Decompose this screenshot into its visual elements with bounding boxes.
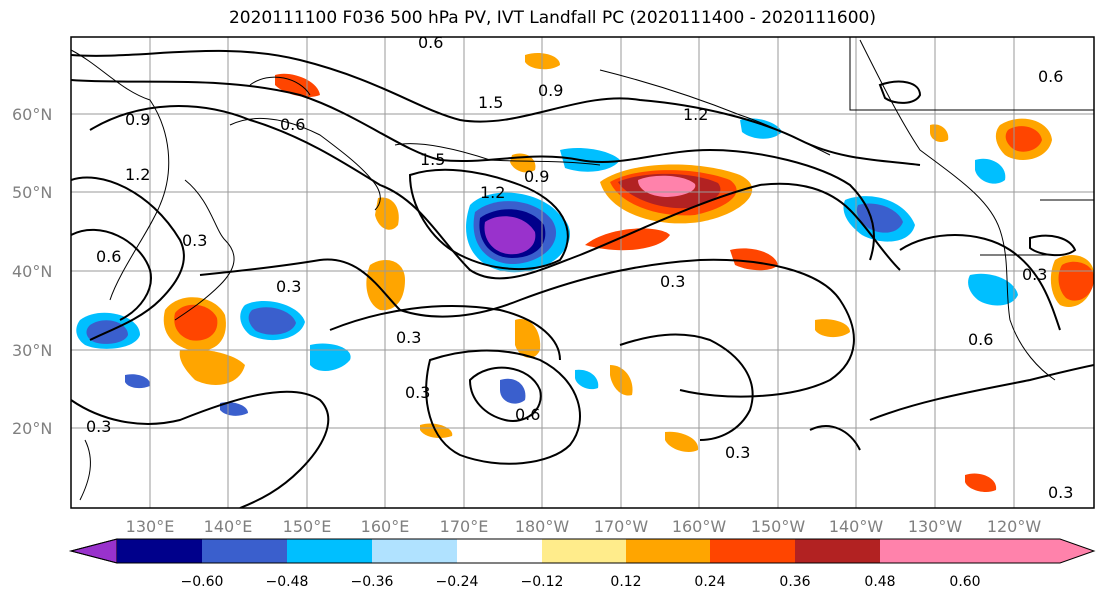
contour-label: 0.3 [1048, 483, 1073, 502]
colorbar-tick-label: 0.24 [694, 574, 725, 590]
contour-label: 0.3 [1022, 265, 1047, 284]
lat-tick-label: 60°N [12, 105, 52, 124]
lon-tick-label: 160°E [361, 517, 410, 536]
contour-label: 0.6 [515, 405, 540, 424]
pc-shading [76, 53, 1094, 493]
contour-label: 1.2 [683, 105, 708, 124]
colorbar-bin [542, 539, 626, 563]
colorbar-bin [795, 539, 880, 563]
colorbar-outline [69, 538, 1096, 564]
colorbar-tick-label: 0.48 [864, 574, 895, 590]
colorbar-tick-label: −0.48 [266, 574, 309, 590]
contour-label: 0.9 [524, 167, 549, 186]
contour-label: 0.6 [1038, 67, 1063, 86]
colorbar-tick-label: −0.12 [521, 574, 564, 590]
colorbar-tick-label: −0.24 [436, 574, 479, 590]
colorbar-tick-label: 0.60 [949, 574, 980, 590]
lon-tick-label: 150°W [751, 517, 806, 536]
contour-label: 1.5 [478, 93, 503, 112]
colorbar-tick-label: 0.12 [610, 574, 641, 590]
contour-label: 0.3 [725, 443, 750, 462]
contour-labels: 0.6 0.9 1.5 1.2 0.6 0.9 1.2 1.5 0.9 1.2 … [86, 33, 1073, 502]
pv-contours [71, 49, 1094, 508]
colorbar-extend-min [69, 538, 118, 564]
colorbar-tick-label: 0.36 [779, 574, 810, 590]
colorbar: −0.60 −0.48 −0.36 −0.24 −0.12 0.12 0.24 … [69, 538, 1096, 590]
lon-tick-label: 170°W [594, 517, 649, 536]
lon-tick-label: 130°W [908, 517, 963, 536]
colorbar-bin [710, 539, 795, 563]
lat-tick-label: 50°N [12, 183, 52, 202]
lon-tick-label: 160°W [672, 517, 727, 536]
lat-tick-label: 30°N [12, 341, 52, 360]
colorbar-bin [880, 539, 965, 563]
graticule [71, 37, 1094, 508]
colorbar-bin [372, 539, 457, 563]
map-panel [71, 37, 1094, 508]
contour-label: 1.5 [420, 150, 445, 169]
map-border [70, 36, 1095, 509]
contour-label: 0.6 [96, 247, 121, 266]
contour-label: 1.2 [480, 183, 505, 202]
colorbar-extend-max [965, 539, 1094, 563]
contour-label: 0.3 [396, 328, 421, 347]
lon-tick-label: 170°E [440, 517, 489, 536]
lon-tick-label: 140°W [829, 517, 884, 536]
lon-tick-label: 140°E [204, 517, 253, 536]
contour-label: 1.2 [125, 165, 150, 184]
contour-label: 0.6 [280, 115, 305, 134]
map-title: 2020111100 F036 500 hPa PV, IVT Landfall… [228, 8, 876, 28]
colorbar-bin [457, 539, 542, 563]
lat-axis: 60°N 50°N 40°N 30°N 20°N [12, 105, 52, 438]
contour-label: 0.3 [405, 383, 430, 402]
contour-label: 0.3 [660, 272, 685, 291]
contour-label: 0.9 [538, 81, 563, 100]
contour-label: 0.6 [418, 33, 443, 52]
colorbar-bin [626, 539, 710, 563]
colorbar-tick-label: −0.60 [181, 574, 224, 590]
contour-label: 0.3 [182, 231, 207, 250]
contour-label: 0.3 [86, 417, 111, 436]
contour-label: 0.9 [125, 110, 150, 129]
lon-axis: 130°E 140°E 150°E 160°E 170°E 180°W 170°… [126, 517, 1042, 536]
lon-tick-label: 150°E [283, 517, 332, 536]
lat-tick-label: 40°N [12, 262, 52, 281]
colorbar-tick-label: −0.36 [351, 574, 394, 590]
colorbar-bin [117, 539, 202, 563]
contour-label: 0.6 [968, 330, 993, 349]
contour-label: 0.3 [276, 277, 301, 296]
lat-tick-label: 20°N [12, 419, 52, 438]
lon-tick-label: 180°W [515, 517, 570, 536]
lon-tick-label: 130°E [126, 517, 175, 536]
colorbar-bin [287, 539, 372, 563]
colorbar-bin [202, 539, 287, 563]
lon-tick-label: 120°W [987, 517, 1042, 536]
